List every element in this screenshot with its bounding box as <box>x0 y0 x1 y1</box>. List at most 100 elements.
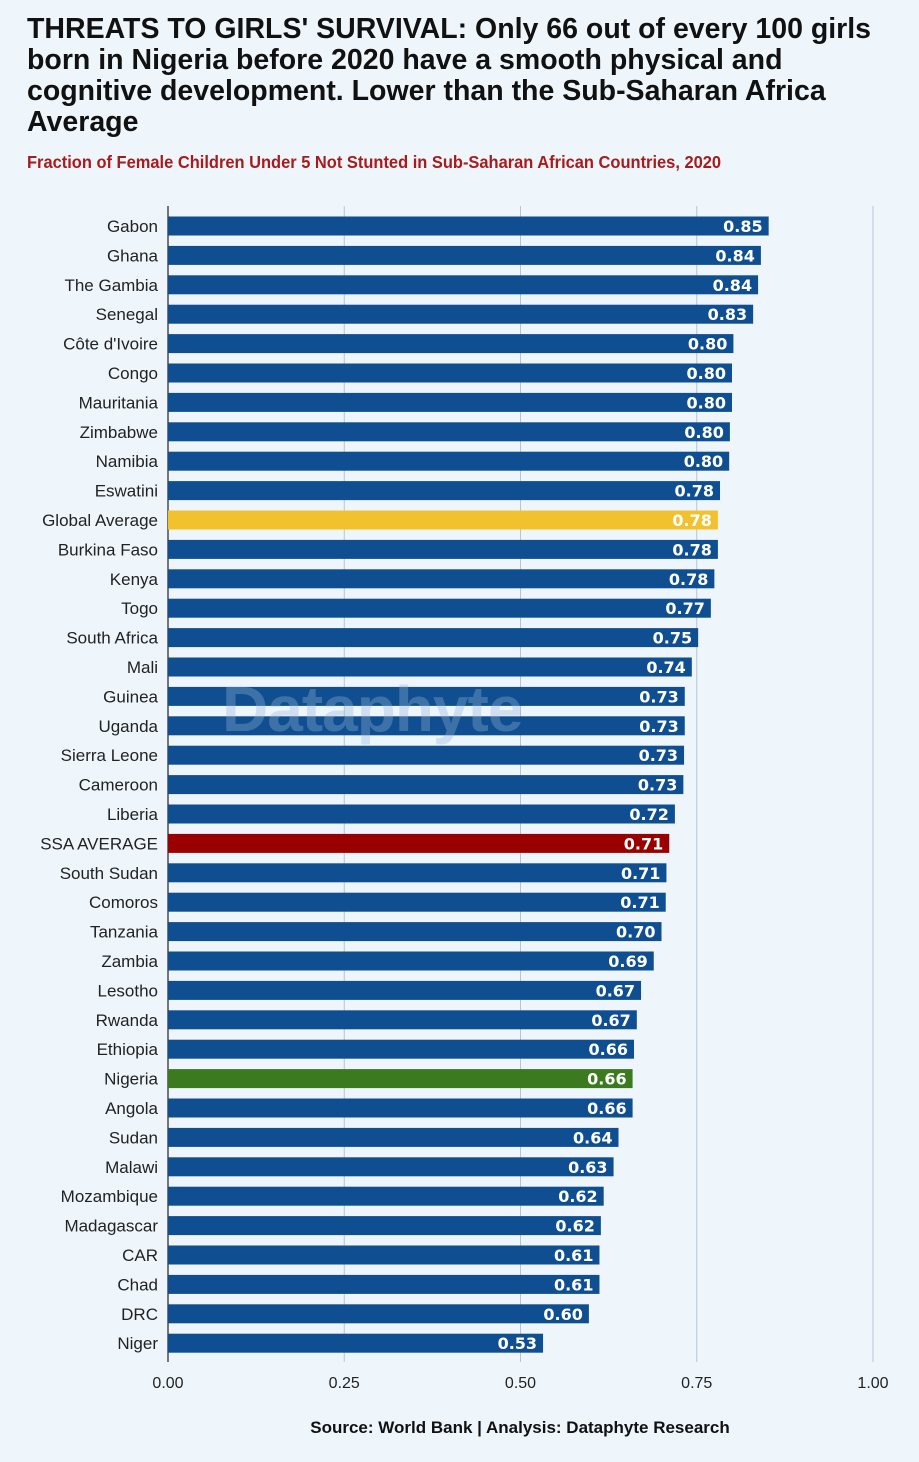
bar-value-label: 0.70 <box>616 923 655 942</box>
bar <box>168 922 662 942</box>
bar <box>168 422 730 442</box>
category-label: Sudan <box>109 1128 158 1147</box>
bar-value-label: 0.61 <box>554 1246 593 1265</box>
bar-value-label: 0.78 <box>669 570 708 589</box>
bar-value-label: 0.84 <box>713 276 752 295</box>
category-label: Namibia <box>96 452 159 471</box>
bar <box>168 363 732 383</box>
bar <box>168 569 715 589</box>
category-label: Cameroon <box>79 776 158 795</box>
bar <box>168 245 761 265</box>
category-label: Ghana <box>107 246 159 265</box>
category-label: Rwanda <box>96 1011 159 1030</box>
source-note: Source: World Bank | Analysis: Dataphyte… <box>310 1418 730 1437</box>
bar-value-label: 0.73 <box>639 687 678 706</box>
category-label: Eswatini <box>95 482 158 501</box>
bar-value-label: 0.80 <box>684 452 723 471</box>
bar <box>168 392 732 412</box>
bar-value-label: 0.80 <box>684 423 723 442</box>
category-label: Global Average <box>42 511 158 530</box>
category-label: Sierra Leone <box>61 746 158 765</box>
bar-value-label: 0.64 <box>573 1128 612 1147</box>
bar-value-label: 0.83 <box>708 305 747 324</box>
bar <box>168 1157 614 1177</box>
category-label: Burkina Faso <box>58 540 158 559</box>
category-label: Kenya <box>110 570 159 589</box>
bar <box>168 686 685 706</box>
category-label: SSA AVERAGE <box>40 834 158 853</box>
bar <box>168 1186 604 1206</box>
category-label: Mauritania <box>79 393 159 412</box>
category-label: Niger <box>117 1334 158 1353</box>
bar <box>168 1127 619 1147</box>
bar <box>168 1304 589 1324</box>
category-label: Liberia <box>107 805 159 824</box>
bar-value-label: 0.63 <box>568 1158 607 1177</box>
bar-value-label: 0.69 <box>608 952 647 971</box>
bar <box>168 1039 635 1059</box>
category-label: CAR <box>122 1246 158 1265</box>
x-tick-label: 0.50 <box>505 1375 536 1392</box>
bar <box>168 539 718 559</box>
bar-value-label: 0.80 <box>688 335 727 354</box>
category-label: South Sudan <box>60 864 158 883</box>
x-tick-label: 0.75 <box>681 1375 712 1392</box>
category-label: Guinea <box>103 687 158 706</box>
bar-value-label: 0.78 <box>672 540 711 559</box>
bar-value-label: 0.80 <box>687 364 726 383</box>
bar-value-label: 0.61 <box>554 1275 593 1294</box>
bar-value-label: 0.66 <box>589 1040 628 1059</box>
category-label: Comoros <box>89 893 158 912</box>
category-label: Congo <box>108 364 158 383</box>
category-label: Mozambique <box>61 1187 158 1206</box>
bar-value-label: 0.74 <box>646 658 685 677</box>
bar <box>168 833 670 853</box>
bar <box>168 775 684 795</box>
category-label: Ethiopia <box>97 1040 159 1059</box>
category-label: Senegal <box>96 305 158 324</box>
bar <box>168 1069 633 1089</box>
bar-value-label: 0.77 <box>665 599 704 618</box>
bar-value-label: 0.73 <box>638 776 677 795</box>
category-label: Zimbabwe <box>80 423 158 442</box>
bar <box>168 334 734 354</box>
bar-value-label: 0.71 <box>620 893 659 912</box>
x-tick-label: 0.00 <box>152 1375 183 1392</box>
bar <box>168 275 759 295</box>
bar-value-label: 0.67 <box>596 981 635 1000</box>
category-label: Uganda <box>98 717 158 736</box>
category-label: Chad <box>117 1275 158 1294</box>
bar-value-label: 0.66 <box>587 1070 626 1089</box>
bar <box>168 1274 600 1294</box>
bar-value-label: 0.66 <box>587 1099 626 1118</box>
bar-value-label: 0.73 <box>639 717 678 736</box>
x-tick-label: 0.25 <box>329 1375 360 1392</box>
bar-value-label: 0.78 <box>672 511 711 530</box>
bar-value-label: 0.80 <box>687 393 726 412</box>
bar <box>168 481 721 501</box>
chart-title: THREATS TO GIRLS' SURVIVAL: Only 66 out … <box>27 13 872 138</box>
bar-value-label: 0.71 <box>621 864 660 883</box>
category-label: Mali <box>127 658 158 677</box>
category-label: Nigeria <box>104 1070 158 1089</box>
bar-value-label: 0.60 <box>543 1305 582 1324</box>
bar <box>168 745 685 765</box>
bar-value-label: 0.71 <box>624 834 663 853</box>
bar <box>168 304 754 324</box>
bar-value-label: 0.72 <box>629 805 668 824</box>
category-label: Côte d'Ivoire <box>63 335 158 354</box>
bar <box>168 1098 633 1118</box>
category-label: Angola <box>105 1099 158 1118</box>
x-axis-ticks: 0.00 0.25 0.50 0.75 1.00 <box>152 1375 888 1392</box>
bar <box>168 598 711 618</box>
bar <box>168 980 642 1000</box>
bars: 0.85 0.84 0.84 0.83 0.80 0.80 0.80 0.80 0.80 0.78… <box>168 216 769 1353</box>
bar-value-label: 0.85 <box>723 217 762 236</box>
bar <box>168 1333 544 1353</box>
category-label: Lesotho <box>98 981 159 1000</box>
category-labels: Gabon Ghana The Gambia Senegal Côte d'Ivoire… <box>40 217 158 1353</box>
bar <box>168 451 730 471</box>
category-label: DRC <box>121 1305 158 1324</box>
bar-value-label: 0.73 <box>639 746 678 765</box>
